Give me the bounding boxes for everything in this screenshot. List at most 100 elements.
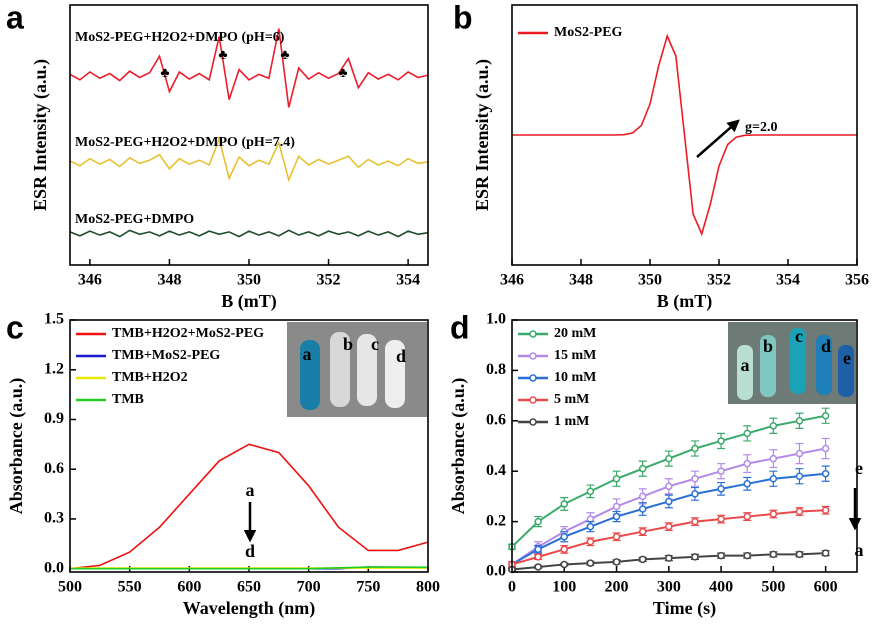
marker (665, 454, 673, 463)
x-tick-label: 500 (58, 579, 82, 596)
x-tick-label: 500 (761, 579, 785, 596)
legend-marker (529, 352, 537, 360)
legend-label: TMB (112, 392, 144, 407)
marker (717, 515, 725, 523)
marker (821, 469, 830, 478)
series-line (69, 229, 429, 238)
series-label: MoS2-PEG+DMPO (75, 212, 194, 227)
y-tick-label: 0.3 (44, 510, 64, 527)
inset-label: b (343, 334, 353, 354)
y-tick-label: 0.2 (486, 512, 506, 529)
tube (300, 340, 320, 410)
marker (612, 558, 621, 566)
marker (665, 522, 673, 531)
marker (717, 551, 725, 560)
marker (743, 459, 751, 468)
marker (717, 467, 725, 475)
legend-marker (529, 396, 537, 404)
plot-frame (69, 319, 429, 573)
x-tick-label: 348 (157, 272, 181, 289)
plot-frame (69, 4, 429, 266)
x-axis-title: Wavelength (nm) (183, 598, 316, 619)
inset-label: c (795, 326, 803, 346)
x-tick-label: 350 (237, 272, 261, 289)
marker (560, 560, 569, 569)
legend-label: MoS2-PEG (554, 25, 623, 40)
x-tick-label: 0 (508, 579, 516, 596)
series-label: MoS2-PEG+H2O2+DMPO (pH=6) (75, 30, 285, 45)
x-tick-label: 550 (118, 579, 142, 596)
inset-label: a (741, 355, 750, 375)
marker (691, 490, 699, 498)
y-axis-title: Absorbance (a.u.) (448, 378, 469, 515)
marker (691, 475, 699, 483)
annotation: g=2.0 (745, 120, 777, 135)
marker (638, 555, 647, 564)
legend-label: TMB+H2O2 (112, 370, 188, 385)
inset-label: b (763, 336, 773, 356)
x-tick-label: 700 (297, 579, 321, 596)
x-tick-label: 352 (707, 272, 731, 289)
marker (638, 505, 647, 513)
x-tick-label: 600 (814, 579, 838, 596)
series-line (70, 566, 429, 570)
marker (665, 482, 673, 491)
x-tick-label: 356 (845, 272, 869, 289)
x-tick-label: 346 (500, 272, 524, 289)
tube (838, 345, 854, 397)
series-label: MoS2-PEG+H2O2+DMPO (pH=7.4) (75, 135, 295, 150)
marker (612, 475, 621, 483)
y-axis-title: Absorbance (a.u.) (6, 378, 27, 515)
marker (821, 506, 830, 515)
marker (586, 559, 595, 567)
marker (534, 563, 542, 571)
panel-label: b (453, 0, 473, 35)
tube (737, 345, 753, 400)
marker (665, 554, 673, 562)
x-tick-label: 400 (709, 579, 733, 596)
marker (769, 422, 778, 430)
marker (743, 480, 751, 488)
marker (743, 512, 751, 521)
inset-label: d (396, 346, 406, 366)
x-tick-label: 350 (638, 272, 662, 289)
y-tick-label: 0.9 (44, 410, 64, 427)
y-tick-label: 0.4 (486, 462, 506, 479)
series-line (512, 33, 857, 237)
marker (560, 500, 569, 508)
marker (691, 517, 699, 526)
x-tick-label: 300 (657, 579, 681, 596)
marker (717, 485, 725, 493)
legend-marker (529, 418, 537, 426)
annotation: ♣ (338, 66, 347, 81)
marker (534, 517, 542, 526)
panel-label: d (450, 309, 470, 345)
annotation: a (855, 540, 864, 560)
marker (743, 429, 751, 438)
x-tick-label: 348 (569, 272, 593, 289)
tube (760, 335, 776, 397)
x-tick-label: 346 (78, 272, 102, 289)
marker (691, 553, 699, 561)
marker (821, 549, 830, 557)
x-tick-label: 750 (356, 579, 380, 596)
marker (612, 532, 621, 541)
y-tick-label: 0.6 (486, 411, 506, 428)
marker (769, 475, 778, 483)
tube (357, 334, 377, 406)
plot-frame (511, 319, 858, 573)
y-tick-label: 1.2 (44, 360, 64, 377)
plot-frame (511, 4, 858, 266)
y-tick-label: 0.0 (486, 563, 506, 580)
series-line (69, 28, 429, 108)
y-tick-label: 1.5 (44, 311, 64, 328)
marker (612, 502, 621, 511)
annotation: ♣ (218, 48, 227, 63)
x-tick-label: 100 (552, 579, 576, 596)
marker (534, 553, 542, 561)
panel-label: a (6, 0, 24, 35)
marker (560, 532, 569, 541)
x-axis-title: B (mT) (657, 291, 713, 312)
y-axis-title: ESR Intensity (a.u.) (30, 59, 51, 211)
